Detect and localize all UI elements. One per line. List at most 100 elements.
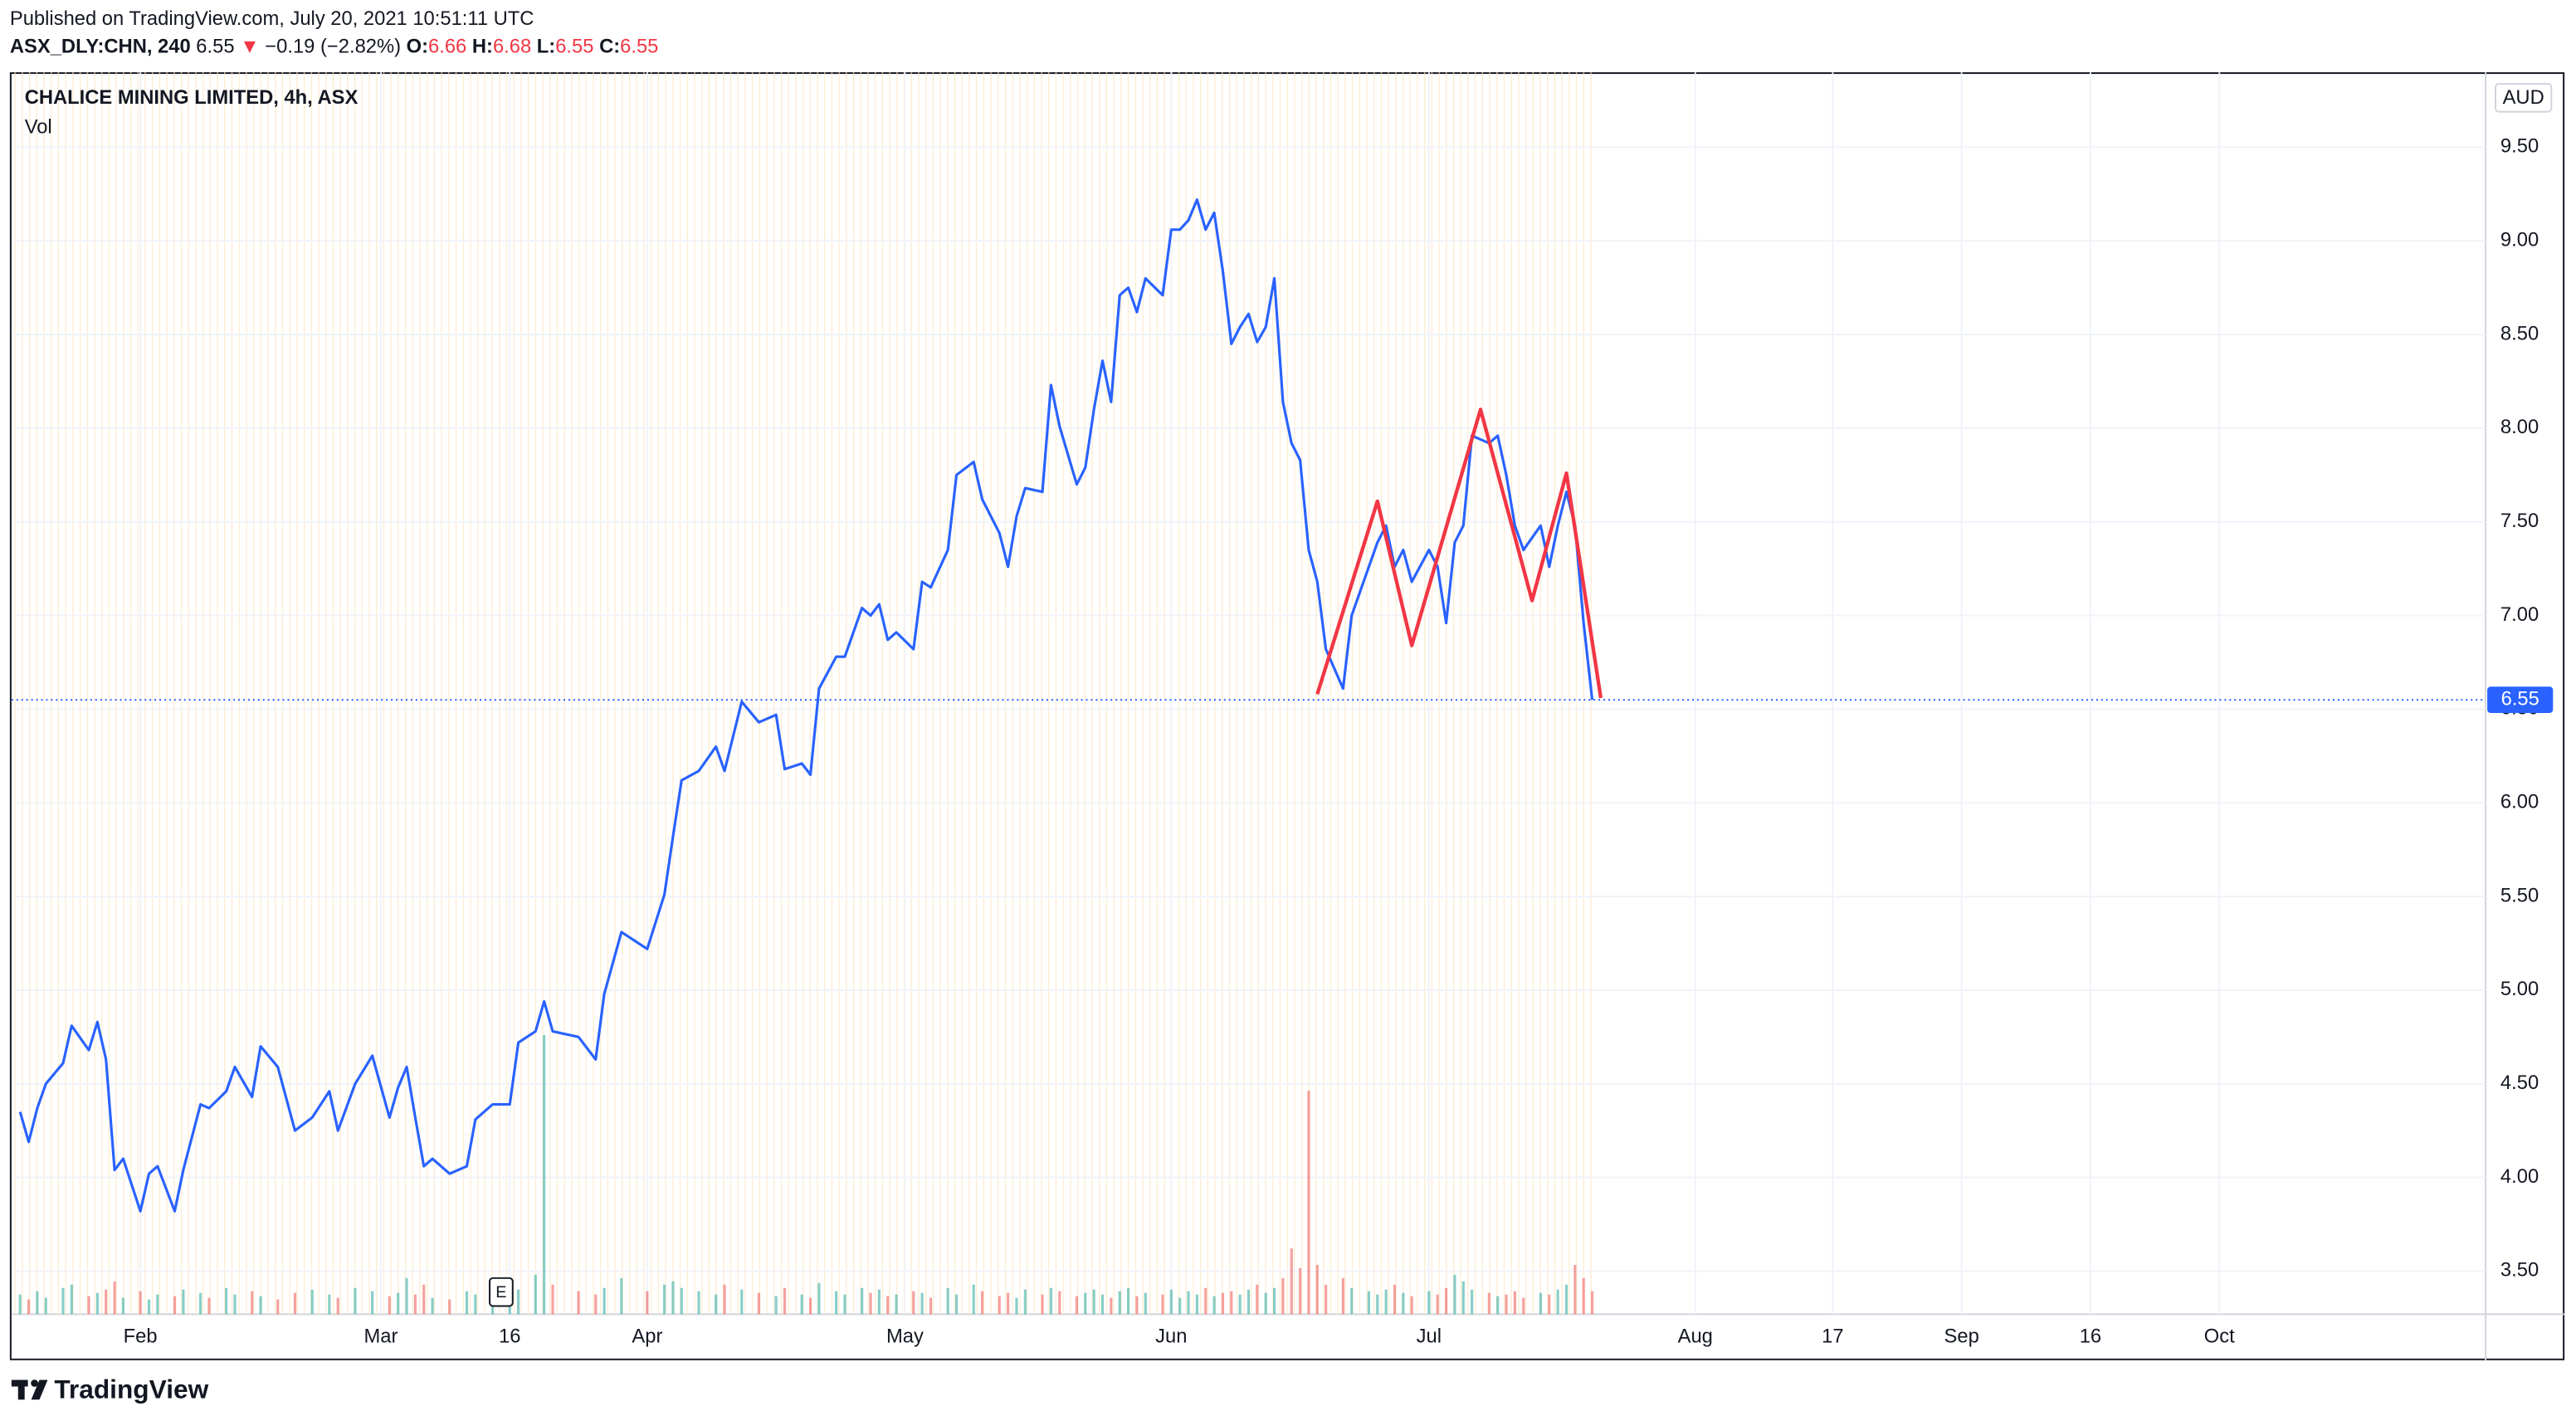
x-tick-label: Jun — [1155, 1325, 1187, 1347]
volume-bar — [147, 1299, 151, 1315]
volume-bar — [1427, 1291, 1431, 1315]
volume-bar — [1350, 1287, 1354, 1315]
volume-bar — [61, 1287, 65, 1315]
volume-bar — [336, 1297, 339, 1315]
y-tick-label: 3.50 — [2500, 1259, 2539, 1282]
volume-bar — [1341, 1277, 1344, 1315]
volume-bar — [1049, 1287, 1052, 1315]
volume-bar — [87, 1296, 90, 1315]
volume-bar — [680, 1287, 683, 1315]
axes: 3.504.004.505.005.506.006.507.007.508.00… — [124, 135, 2554, 1347]
volume-bar — [448, 1299, 451, 1315]
volume-bar — [1238, 1294, 1242, 1315]
x-tick-label: Jul — [1417, 1325, 1442, 1347]
volume-legend: Vol — [25, 116, 52, 139]
volume-bar — [817, 1282, 821, 1315]
y-tick-label: 4.00 — [2500, 1165, 2539, 1188]
volume-bar — [671, 1281, 675, 1315]
volume-bar — [413, 1294, 417, 1315]
volume-bar — [139, 1291, 142, 1315]
volume-bar — [1582, 1277, 1585, 1315]
volume-bar — [105, 1289, 108, 1315]
volume-bar — [1461, 1281, 1465, 1315]
volume-bar — [843, 1294, 846, 1315]
volume-bar — [207, 1297, 211, 1315]
volume-bar — [1135, 1296, 1139, 1315]
volume-bar — [895, 1294, 898, 1315]
volume-bar — [740, 1289, 744, 1315]
volume-bar — [877, 1289, 881, 1315]
brand: TradingView — [54, 1375, 208, 1404]
volume-bar — [1410, 1296, 1413, 1315]
session-background — [11, 72, 1593, 1315]
volume-bar — [354, 1287, 357, 1315]
volume-bar — [662, 1284, 666, 1315]
volume-bar — [70, 1284, 73, 1315]
volume-bar — [465, 1291, 469, 1315]
volume-bar — [998, 1296, 1001, 1315]
volume-bar — [543, 1034, 546, 1315]
volume-bar — [1393, 1284, 1397, 1315]
volume-bar — [388, 1296, 391, 1315]
volume-bar — [1402, 1292, 1405, 1315]
ohlc-label: C: — [599, 36, 620, 58]
x-tick-label: Feb — [124, 1325, 158, 1347]
volume-bar — [121, 1297, 125, 1315]
volume-bar — [18, 1294, 22, 1315]
volume-bar — [920, 1292, 924, 1315]
last-price: 6.55 — [196, 36, 234, 58]
volume-bar — [1169, 1289, 1173, 1315]
volume-bar — [646, 1291, 649, 1315]
volume-bar — [1444, 1287, 1448, 1315]
y-tick-label: 6.00 — [2500, 791, 2539, 813]
volume-bar — [1522, 1297, 1525, 1315]
volume-bar — [620, 1277, 623, 1315]
volume-bar — [1548, 1294, 1551, 1315]
price-line — [18, 198, 1594, 1213]
y-tick-label: 9.00 — [2500, 228, 2539, 251]
volume-bar — [1212, 1296, 1216, 1315]
volume-bar — [293, 1292, 297, 1315]
x-tick-label: 16 — [2080, 1325, 2101, 1347]
volume-bar — [1505, 1294, 1508, 1315]
y-tick-label: 7.50 — [2500, 510, 2539, 532]
volume-bar — [835, 1291, 838, 1315]
volume-bar — [929, 1297, 933, 1315]
volume-bar — [757, 1292, 761, 1315]
volume-bar — [422, 1284, 426, 1315]
brand-logo — [11, 1379, 48, 1400]
volume-bar — [912, 1291, 915, 1315]
volume-bar — [1092, 1289, 1095, 1315]
volume-bar — [886, 1296, 890, 1315]
volume-bar — [1453, 1274, 1456, 1315]
volume-bar — [534, 1274, 537, 1315]
x-tick-label: May — [886, 1325, 924, 1347]
volume-bar — [1496, 1296, 1500, 1315]
volume-bar — [1307, 1091, 1310, 1315]
volume-bar — [946, 1287, 949, 1315]
volume-bar — [310, 1289, 314, 1315]
volume-bar — [861, 1287, 864, 1315]
volume-bar — [251, 1291, 254, 1315]
volume-bar — [1075, 1296, 1079, 1315]
volume-bar — [808, 1297, 812, 1315]
currency: AUD — [2503, 86, 2544, 109]
volume-bar — [1126, 1287, 1130, 1315]
x-tick-label: Sep — [1944, 1325, 1979, 1347]
x-tick-label: Oct — [2204, 1325, 2235, 1347]
volume-bar — [1247, 1289, 1251, 1315]
volume-bar — [1564, 1284, 1569, 1315]
volume-bar — [1161, 1294, 1164, 1315]
y-tick-label: 5.00 — [2500, 978, 2539, 1000]
x-tick-label: 16 — [499, 1325, 520, 1347]
volume-bar — [1204, 1287, 1208, 1315]
volume-bar — [800, 1294, 803, 1315]
volume-bar — [182, 1289, 185, 1315]
volume-bar — [981, 1291, 984, 1315]
volume-bar — [1325, 1284, 1328, 1315]
volume-bar — [1110, 1297, 1113, 1315]
ohlc-label: O: — [407, 36, 428, 58]
volume-bar — [1573, 1264, 1577, 1315]
volume-bar — [972, 1284, 975, 1315]
